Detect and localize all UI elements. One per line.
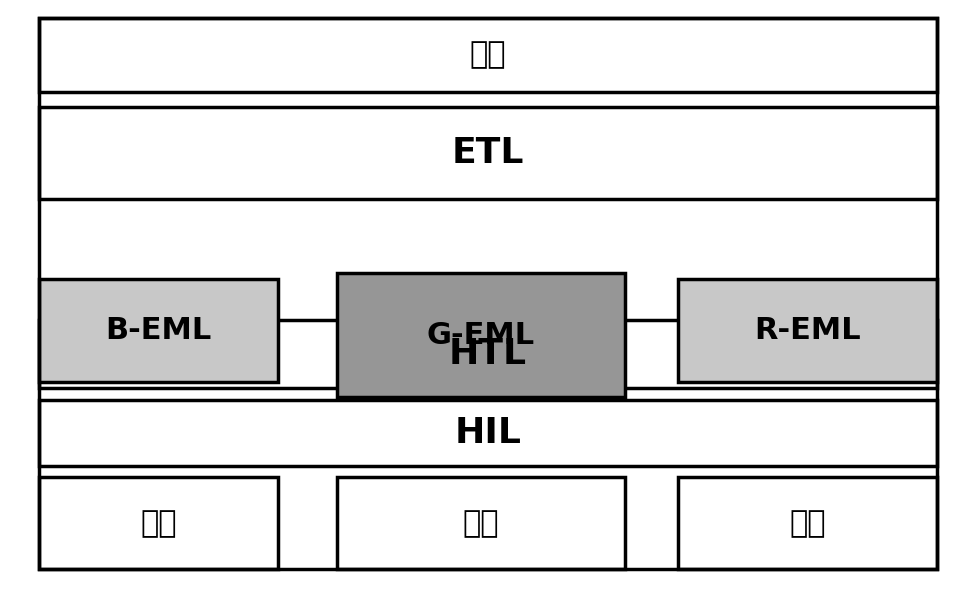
Text: HTL: HTL	[449, 337, 527, 371]
Bar	[337, 273, 625, 397]
Bar	[39, 107, 937, 199]
Text: 阳极: 阳极	[463, 509, 499, 538]
Bar	[39, 279, 278, 382]
Text: B-EML: B-EML	[105, 316, 212, 345]
Bar	[39, 400, 937, 466]
Text: 阳极: 阳极	[790, 509, 826, 538]
Bar	[337, 477, 625, 569]
Text: HIL: HIL	[455, 416, 521, 450]
Bar	[39, 477, 278, 569]
Bar	[39, 18, 937, 92]
Text: ETL: ETL	[452, 136, 524, 170]
Text: 阳极: 阳极	[141, 509, 177, 538]
Bar	[678, 279, 937, 382]
Text: 阴极: 阴极	[469, 40, 507, 69]
Bar	[39, 320, 937, 388]
Text: G-EML: G-EML	[427, 321, 535, 349]
Text: R-EML: R-EML	[754, 316, 861, 345]
Bar	[678, 477, 937, 569]
